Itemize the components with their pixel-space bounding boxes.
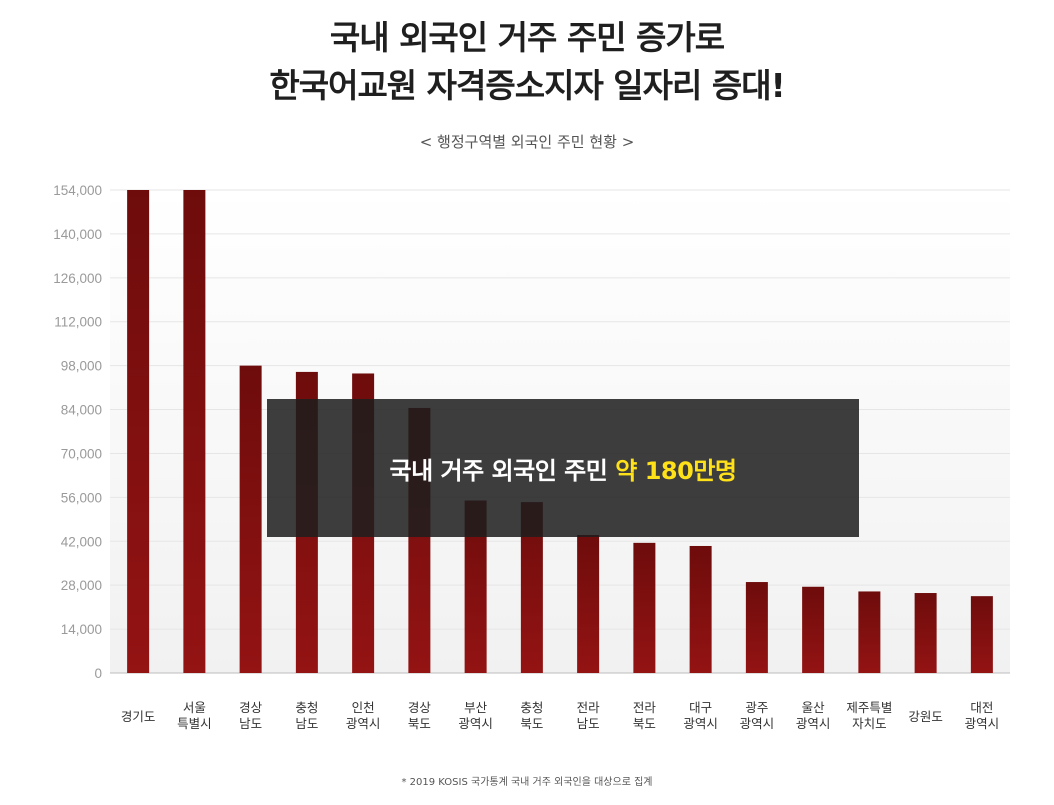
y-tick-label: 70,000 [61, 446, 102, 461]
x-tick-label: 대구 광역시 [683, 700, 718, 731]
overlay-text: 국내 거주 외국인 주민 약 180만명 [389, 451, 738, 486]
y-tick-label: 126,000 [53, 271, 102, 286]
x-tick-label: 충청 북도 [520, 700, 543, 731]
bar [689, 545, 712, 673]
headline-line-2: 한국어교원 자격증소지자 일자리 증대! [269, 66, 785, 105]
overlay-label: 국내 거주 외국인 주민 [389, 456, 608, 485]
bar [914, 593, 937, 673]
bar [520, 502, 543, 673]
bar [577, 535, 600, 673]
x-tick-label: 부산 광역시 [458, 700, 493, 731]
y-tick-label: 154,000 [53, 183, 102, 198]
bar [633, 542, 656, 673]
y-tick-label: 0 [94, 666, 102, 681]
overlay-highlight: 약 180만명 [615, 456, 737, 485]
bar [239, 365, 262, 673]
x-tick-label: 충청 남도 [295, 700, 318, 731]
y-tick-label: 42,000 [61, 534, 102, 549]
x-tick-label: 경상 북도 [408, 700, 432, 731]
x-tick-label: 경기도 [121, 709, 156, 724]
source-footnote: * 2019 KOSIS 국가통계 국내 거주 외국인을 대상으로 집계 [401, 777, 653, 788]
y-tick-label: 56,000 [61, 490, 102, 505]
x-tick-label: 울산 광역시 [796, 700, 831, 731]
bar [970, 596, 993, 673]
headline: 국내 외국인 거주 주민 증가로 한국어교원 자격증소지자 일자리 증대! [0, 14, 1054, 110]
bar [858, 591, 881, 673]
y-tick-label: 28,000 [61, 578, 102, 593]
x-tick-label: 경상 남도 [239, 700, 263, 731]
x-tick-label: 서울 특별시 [177, 700, 212, 731]
bar [745, 582, 768, 673]
x-tick-label: 강원도 [908, 709, 943, 724]
bar [183, 190, 206, 673]
y-tick-label: 112,000 [54, 315, 102, 330]
x-tick-label: 제주특별 자치도 [846, 700, 892, 731]
x-tick-label: 전라 남도 [577, 700, 601, 731]
bar [127, 190, 150, 673]
y-tick-label: 14,000 [61, 622, 102, 637]
headline-line-1: 국내 외국인 거주 주민 증가로 [329, 18, 725, 57]
x-tick-label: 광주 광역시 [740, 700, 775, 731]
y-tick-label: 84,000 [61, 403, 102, 418]
chart-subtitle: < 행정구역별 외국인 주민 현황 > [419, 133, 635, 151]
bar [802, 586, 825, 673]
x-tick-label: 대전 광역시 [965, 700, 1000, 731]
y-tick-label: 140,000 [53, 227, 102, 242]
x-tick-label: 인천 광역시 [346, 700, 381, 731]
y-tick-label: 98,000 [61, 359, 102, 374]
bar [464, 500, 487, 673]
summary-overlay: 국내 거주 외국인 주민 약 180만명 [267, 399, 859, 537]
x-tick-label: 전라 북도 [633, 700, 657, 731]
